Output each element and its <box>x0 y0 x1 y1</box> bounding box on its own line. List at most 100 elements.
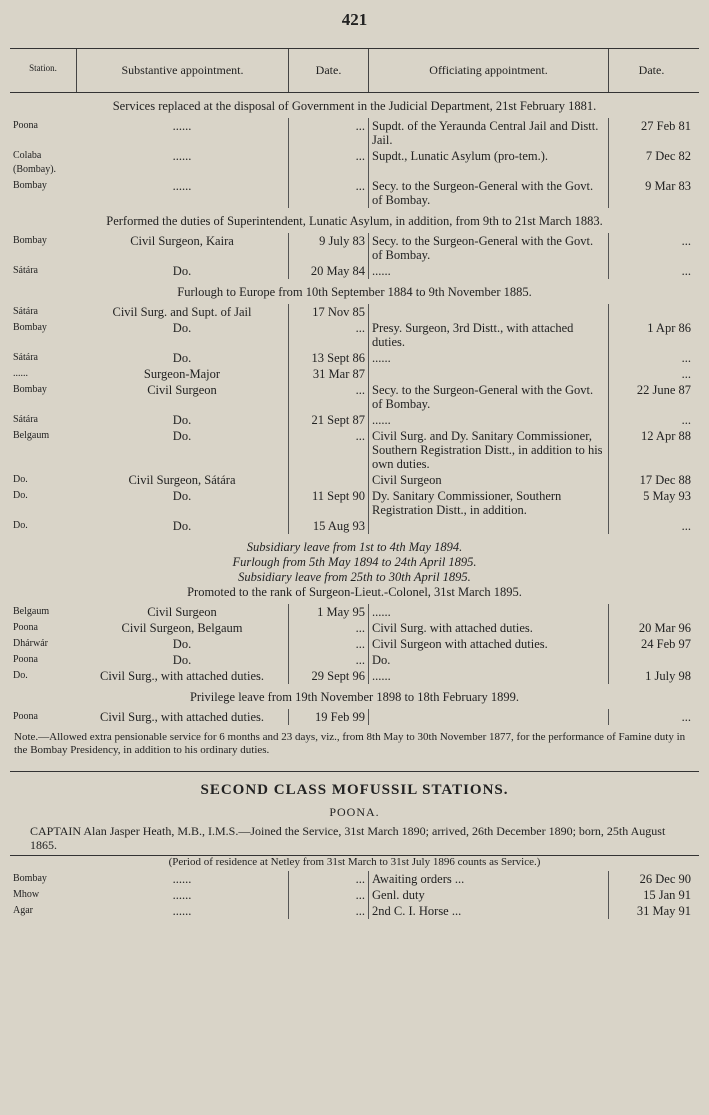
officiating: Civil Surg. with attached duties. <box>368 620 608 636</box>
date: 29 Sept 96 <box>288 668 368 684</box>
date: ... <box>288 871 368 887</box>
substantive: ...... <box>172 888 192 902</box>
row: Mhow......... Genl. duty 15 Jan 91 <box>10 887 699 903</box>
officiating-date: ... <box>608 263 694 279</box>
row: Agar......... 2nd C. I. Horse ... 31 May 9… <box>10 903 699 919</box>
date: 15 Aug 93 <box>288 518 368 534</box>
officiating-date: ... <box>608 412 694 428</box>
officiating: Awaiting orders ... <box>368 871 608 887</box>
officiating-date: 15 Jan 91 <box>608 887 694 903</box>
station: Sátára <box>13 265 38 276</box>
row: Sátára Do. 21 Sept 87......... <box>10 412 699 428</box>
officiating-date: 22 June 87 <box>608 382 694 412</box>
row: Bombay......... Secy. to the Surgeon-Gene… <box>10 178 699 208</box>
date: 21 Sept 87 <box>288 412 368 428</box>
station: Mhow <box>13 889 40 900</box>
station: Belgaum <box>13 430 50 441</box>
second-rows: Bombay......... Awaiting orders ... 26 Dec… <box>10 871 699 919</box>
station-title: POONA. <box>329 805 380 819</box>
officiating: Civil Surgeon <box>368 472 608 488</box>
row: Poona Do.... Do. <box>10 652 699 668</box>
officiating: Secy. to the Surgeon-General with the Go… <box>368 178 608 208</box>
date: ... <box>288 903 368 919</box>
officiating-date: ... <box>608 518 694 534</box>
officiating-date: ... <box>608 709 694 725</box>
substantive: Civil Surg., with attached duties. <box>100 669 264 683</box>
station: Bombay <box>13 235 47 246</box>
row: Do. Civil Surgeon, Sátára Civil Surgeon 17 … <box>10 472 699 488</box>
officiating-date: 12 Apr 88 <box>608 428 694 472</box>
officiating <box>368 709 608 725</box>
officiating: Supdt., Lunatic Asylum (pro-tem.). <box>368 148 608 178</box>
row: Sátára Do. 13 Sept 86......... <box>10 350 699 366</box>
section-heading: Services replaced at the disposal of Gov… <box>40 99 669 114</box>
officiating: Secy. to the Surgeon-General with the Go… <box>368 382 608 412</box>
substantive: Civil Surgeon, Belgaum <box>121 621 243 635</box>
column-label: Officiating appointment. <box>368 49 608 92</box>
substantive: Do. <box>172 429 192 443</box>
row: Do. Do. 15 Aug 93... <box>10 518 699 534</box>
officiating: Do. <box>368 652 608 668</box>
row: Bombay......... Awaiting orders ... 26 Dec… <box>10 871 699 887</box>
heading-line: Services replaced at the disposal of Gov… <box>112 99 597 113</box>
station: Belgaum <box>13 606 50 617</box>
substantive: ...... <box>172 119 192 133</box>
station: Poona <box>13 120 38 131</box>
officiating-date: 7 Dec 82 <box>608 148 694 178</box>
officiating: ...... <box>368 668 608 684</box>
date: ... <box>288 148 368 178</box>
officiating-date: 17 Dec 88 <box>608 472 694 488</box>
substantive: Do. <box>172 653 192 667</box>
station: Poona <box>13 622 38 633</box>
officiating-date: 24 Feb 97 <box>608 636 694 652</box>
substantive: Do. <box>172 637 192 651</box>
station: Sátára <box>13 414 38 425</box>
date: ... <box>288 118 368 148</box>
substantive: ...... <box>172 904 192 918</box>
record-body: Services replaced at the disposal of Gov… <box>10 99 699 725</box>
substantive: Do. <box>172 264 192 278</box>
date: 31 Mar 87 <box>288 366 368 382</box>
date: 19 Feb 99 <box>288 709 368 725</box>
officiating-date: ... <box>608 233 694 263</box>
station: Do. <box>13 520 28 531</box>
station: Bombay <box>13 180 47 191</box>
station: Do. <box>13 490 28 501</box>
station: Bombay <box>13 873 47 884</box>
officiating-date: 5 May 93 <box>608 488 694 518</box>
date <box>288 472 368 488</box>
substantive: Civil Surg. and Supt. of Jail <box>112 305 252 319</box>
officiating: ...... <box>368 350 608 366</box>
substantive: Do. <box>172 489 192 503</box>
officiating-date <box>608 652 694 668</box>
substantive: Do. <box>172 321 192 335</box>
row: Colaba (Bombay).......... Supdt., Lunatic… <box>10 148 699 178</box>
date: ... <box>288 178 368 208</box>
row: Poona Civil Surgeon, Belgaum... Civil Surg… <box>10 620 699 636</box>
substantive: ...... <box>172 149 192 163</box>
heading-line: Furlough to Europe from 10th September 1… <box>177 285 532 299</box>
row: Poona Civil Surg., with attached duties. 1… <box>10 709 699 725</box>
officiating-date: ... <box>608 350 694 366</box>
section-heading: Privilege leave from 19th November 1898 … <box>40 690 669 705</box>
officiating-date: 1 July 98 <box>608 668 694 684</box>
station: Colaba (Bombay). <box>13 150 57 175</box>
officiating-date <box>608 604 694 620</box>
heading-line: Promoted to the rank of Surgeon-Lieut.-C… <box>187 585 522 599</box>
officiating: Civil Surg. and Dy. Sanitary Commissione… <box>368 428 608 472</box>
date: 17 Nov 85 <box>288 304 368 320</box>
row: Do. Do. 11 Sept 90 Dy. Sanitary Commissione… <box>10 488 699 518</box>
heading-line: Subsidiary leave from 1st to 4th May 189… <box>246 540 463 554</box>
substantive: Civil Surgeon, Kaira <box>130 234 234 248</box>
row: ...... Surgeon-Major 31 Mar 87... <box>10 366 699 382</box>
section-heading: Furlough to Europe from 10th September 1… <box>40 285 669 300</box>
row: Bombay Civil Surgeon... Secy. to the Surge… <box>10 382 699 412</box>
substantive: ...... <box>172 872 192 886</box>
section-heading: Subsidiary leave from 1st to 4th May 189… <box>40 540 669 600</box>
remark: (Period of residence at Netley from 31st… <box>10 855 699 868</box>
date: ... <box>288 320 368 350</box>
date: ... <box>288 636 368 652</box>
row: Bombay Civil Surgeon, Kaira 9 July 83 Secy.… <box>10 233 699 263</box>
officiating: 2nd C. I. Horse ... <box>368 903 608 919</box>
date: ... <box>288 887 368 903</box>
